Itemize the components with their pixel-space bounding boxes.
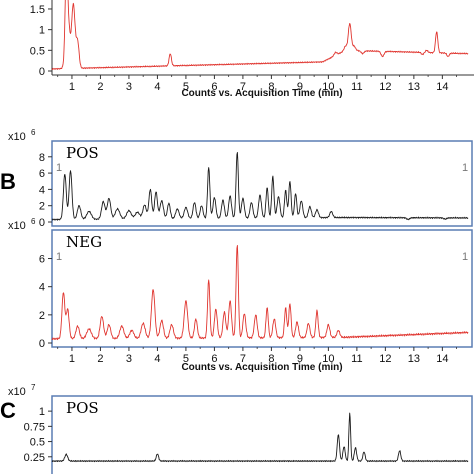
corner-marker-left: 1 bbox=[56, 162, 62, 174]
chart-top-red: 00.511.51 2 3 4 5 6 7 8 9 10 11 12 13 14 bbox=[30, 0, 474, 93]
y-tick-label: 0.5 bbox=[30, 45, 45, 57]
x-tick-label: 3 bbox=[126, 81, 132, 93]
y-tick-label: 0.5 bbox=[30, 437, 45, 449]
y-tick-label: 4 bbox=[39, 184, 45, 196]
x-tick-label: 3 bbox=[126, 353, 132, 365]
y-tick-label: 1.5 bbox=[30, 4, 45, 16]
y-tick-label: 0.25 bbox=[24, 452, 45, 464]
y-tick-label: 6 bbox=[39, 254, 45, 266]
x-tick-label: 10 bbox=[322, 353, 334, 365]
x-tick-label: 8 bbox=[268, 353, 274, 365]
y-tick-label: 0.75 bbox=[24, 421, 45, 433]
series-line-B-pos bbox=[51, 152, 469, 221]
series-line-top-red bbox=[51, 0, 469, 70]
y-tick-label: 2 bbox=[39, 201, 45, 213]
y-multiplier: x10 bbox=[8, 131, 26, 143]
series-label-B-pos: POS bbox=[66, 144, 99, 162]
x-tick-label: 4 bbox=[154, 353, 160, 365]
corner-marker-right: 1 bbox=[462, 251, 468, 263]
x-tick-label: 13 bbox=[408, 81, 420, 93]
y-tick-label: 8 bbox=[39, 152, 45, 164]
series-label-C-pos: POS bbox=[66, 399, 99, 417]
x-tick-label: 14 bbox=[436, 81, 448, 93]
plot-frame-B-pos bbox=[51, 140, 473, 227]
x-tick-label: 1 bbox=[69, 81, 75, 93]
corner-marker-left: 1 bbox=[56, 251, 62, 263]
chart-b-pos: 0 2 4 6 8 x10 6 B POS 1 1 bbox=[0, 128, 473, 229]
series-label-B-neg: NEG bbox=[66, 233, 102, 251]
y-tick-label: 1 bbox=[39, 25, 45, 37]
x-tick-label: 12 bbox=[379, 81, 391, 93]
series-line-B-neg bbox=[51, 244, 469, 341]
x-tick-label: 2 bbox=[97, 353, 103, 365]
x-tick-label: 14 bbox=[436, 353, 448, 365]
y-tick-label: 0 bbox=[39, 66, 45, 78]
x-tick-label: 6 bbox=[211, 353, 217, 365]
chart-c-pos: 0.25 0.5 0.75 1 x10 7 C POS bbox=[0, 383, 473, 474]
corner-marker-right: 1 bbox=[462, 162, 468, 174]
x-tick-label: 6 bbox=[211, 81, 217, 93]
y-multiplier-exponent: 6 bbox=[31, 128, 36, 137]
y-multiplier-exponent: 6 bbox=[31, 217, 36, 226]
plot-frame-B-neg bbox=[51, 229, 473, 348]
plot-frame-C-pos bbox=[51, 395, 473, 474]
x-tick-label: 10 bbox=[322, 81, 334, 93]
y-tick-label: 1 bbox=[39, 406, 45, 418]
panel-letter-C: C bbox=[0, 398, 16, 423]
x-tick-label: 4 bbox=[154, 81, 160, 93]
y-tick-label: 0 bbox=[39, 338, 45, 350]
x-tick-label: 9 bbox=[297, 81, 303, 93]
x-tick-label: 12 bbox=[379, 353, 391, 365]
y-multiplier: x10 bbox=[8, 220, 26, 232]
x-tick-label: 11 bbox=[351, 81, 362, 93]
series-line-C-pos bbox=[51, 412, 469, 463]
y-multiplier: x10 bbox=[8, 386, 26, 398]
x-tick-label: 7 bbox=[240, 81, 246, 93]
panel-letter-B: B bbox=[0, 169, 16, 194]
y-multiplier-exponent: 7 bbox=[31, 383, 36, 392]
x-tick-label: 9 bbox=[297, 353, 303, 365]
x-tick-label: 11 bbox=[351, 353, 362, 365]
y-tick-label: 4 bbox=[39, 282, 45, 294]
x-axis-label-b: Counts vs. Acquisition Time (min) bbox=[181, 362, 342, 373]
y-tick-label: 2 bbox=[39, 310, 45, 322]
y-tick-label: 0 bbox=[39, 217, 45, 229]
x-axis-label-top: Counts vs. Acquisition Time (min) bbox=[181, 88, 342, 99]
y-tick-label: 6 bbox=[39, 168, 45, 180]
x-tick-label: 5 bbox=[183, 81, 189, 93]
x-tick-label: 1 bbox=[69, 353, 75, 365]
x-tick-label: 2 bbox=[97, 81, 103, 93]
x-tick-label: 7 bbox=[240, 353, 246, 365]
x-tick-label: 5 bbox=[183, 353, 189, 365]
x-tick-label: 13 bbox=[408, 353, 420, 365]
x-tick-label: 8 bbox=[268, 81, 274, 93]
